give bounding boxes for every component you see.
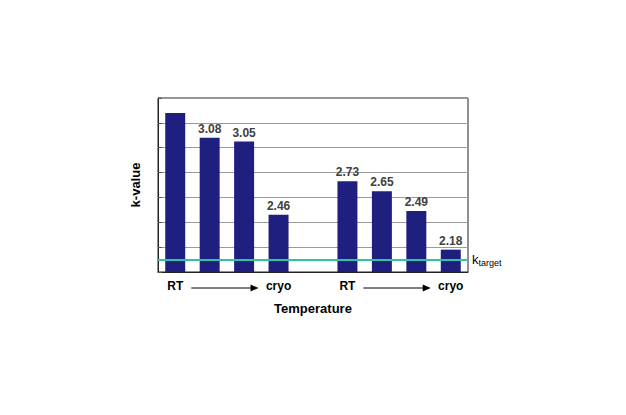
svg-text:k-value: k-value [128, 163, 143, 208]
svg-text:cryo: cryo [266, 279, 291, 293]
svg-text:2.49: 2.49 [405, 195, 429, 209]
svg-text:3.05: 3.05 [232, 126, 256, 140]
svg-text:2.65: 2.65 [370, 175, 394, 189]
svg-text:RT: RT [167, 279, 184, 293]
svg-text:2.73: 2.73 [336, 165, 360, 179]
svg-text:k: k [472, 252, 479, 268]
svg-text:cryo: cryo [438, 279, 463, 293]
svg-text:2.46: 2.46 [267, 199, 291, 213]
svg-text:3.08: 3.08 [198, 122, 222, 136]
svg-text:RT: RT [339, 279, 356, 293]
svg-text:Temperature: Temperature [274, 301, 352, 316]
svg-text:target: target [479, 258, 503, 268]
svg-text:2.18: 2.18 [439, 234, 463, 248]
